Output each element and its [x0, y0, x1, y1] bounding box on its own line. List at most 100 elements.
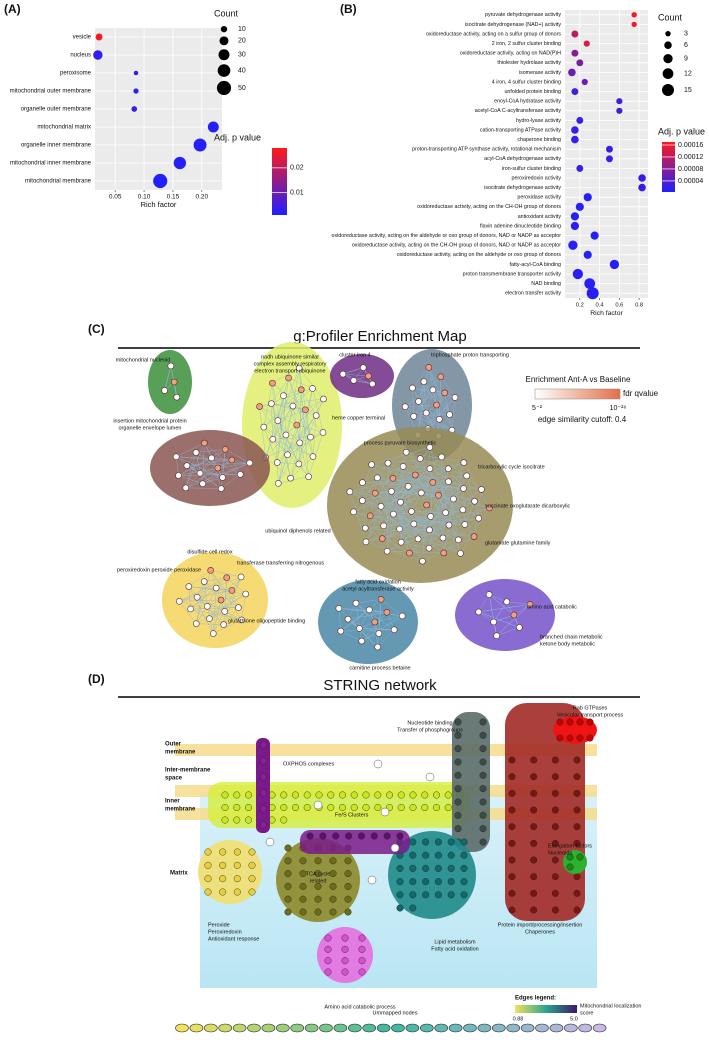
unmapped-node — [434, 1023, 449, 1033]
protein-node — [329, 857, 337, 865]
protein-node — [460, 891, 468, 899]
edge — [298, 389, 302, 464]
edge — [196, 593, 246, 624]
edge — [312, 388, 324, 433]
edge — [411, 511, 461, 554]
node — [503, 598, 511, 606]
protein-node — [233, 804, 241, 812]
edge — [259, 406, 266, 458]
protein-node — [358, 957, 366, 965]
protein-node — [454, 771, 462, 779]
protein-node — [566, 863, 574, 871]
edge — [288, 377, 314, 457]
node — [486, 504, 493, 512]
protein-node — [284, 908, 292, 916]
node — [273, 459, 281, 466]
node — [161, 387, 168, 394]
node-label: Nucleoids — [548, 850, 572, 856]
edge — [259, 406, 279, 421]
edge — [272, 389, 302, 440]
cluster-blob — [150, 430, 270, 506]
protein-node — [530, 756, 538, 764]
edge — [196, 623, 224, 625]
dot — [638, 174, 646, 182]
node — [414, 535, 422, 543]
node — [236, 471, 244, 478]
x-axis-title: Rich factor — [590, 310, 623, 317]
edge — [451, 397, 456, 431]
node — [399, 463, 407, 470]
node — [409, 384, 416, 392]
node — [237, 573, 245, 581]
protein-node — [447, 878, 455, 886]
node — [350, 508, 357, 516]
size-legend-label: 3 — [684, 31, 688, 38]
edge — [272, 383, 291, 479]
edge — [340, 629, 395, 632]
protein-node — [280, 791, 288, 799]
node — [302, 406, 309, 414]
edge — [298, 388, 313, 465]
size-legend-label: 50 — [238, 85, 246, 92]
unmapped-node — [405, 1023, 420, 1033]
protein-node — [551, 789, 559, 797]
protein-node — [329, 870, 337, 878]
node-label: Matrix — [170, 871, 188, 877]
edge — [478, 611, 520, 628]
node — [183, 462, 191, 469]
category-label: NAD binding — [531, 281, 561, 287]
edge — [210, 570, 242, 621]
edge — [223, 577, 227, 625]
color-legend-title: Adj. p value — [658, 126, 705, 136]
node — [219, 474, 226, 481]
edge — [342, 373, 373, 385]
protein-node — [284, 895, 292, 903]
protein-node — [409, 904, 417, 912]
node — [411, 471, 419, 479]
edge — [265, 457, 291, 479]
protein-node — [409, 804, 417, 812]
size-legend-dot — [665, 30, 671, 37]
node — [437, 373, 445, 381]
edge — [429, 468, 464, 489]
node — [375, 630, 383, 637]
edge — [272, 382, 317, 416]
edge — [365, 447, 430, 542]
protein-node — [409, 851, 417, 859]
node — [402, 448, 410, 456]
dot — [638, 183, 646, 192]
module-blob — [256, 738, 270, 833]
dot — [576, 59, 584, 67]
node — [256, 403, 263, 410]
protein-node — [390, 843, 400, 853]
node-label: Chaperones — [525, 929, 555, 935]
dot — [605, 155, 613, 163]
node — [187, 605, 194, 613]
node — [274, 417, 282, 424]
edge — [263, 383, 273, 428]
node — [335, 605, 343, 612]
node-label: branched chain metabolic — [540, 634, 603, 640]
protein-node — [339, 791, 347, 799]
protein-node — [380, 807, 390, 817]
edge — [426, 447, 431, 506]
node — [440, 549, 448, 557]
protein-node — [566, 734, 574, 742]
protein-node — [551, 906, 559, 914]
protein-node — [530, 823, 538, 831]
size-legend-dot — [217, 64, 231, 77]
edges-legend-low: 0.88 — [513, 1016, 524, 1022]
edge — [202, 477, 223, 484]
node-label: fatty acid oxidation — [355, 579, 401, 585]
category-label: peroxiredoxin activity — [512, 175, 562, 181]
unmapped-node — [218, 1023, 232, 1033]
node — [307, 433, 314, 441]
cluster-blob — [455, 579, 555, 651]
protein-node — [284, 882, 292, 890]
unmapped-node — [290, 1023, 305, 1033]
edge — [417, 367, 430, 435]
protein-node — [434, 838, 442, 846]
edge — [365, 541, 423, 562]
node — [435, 492, 442, 499]
